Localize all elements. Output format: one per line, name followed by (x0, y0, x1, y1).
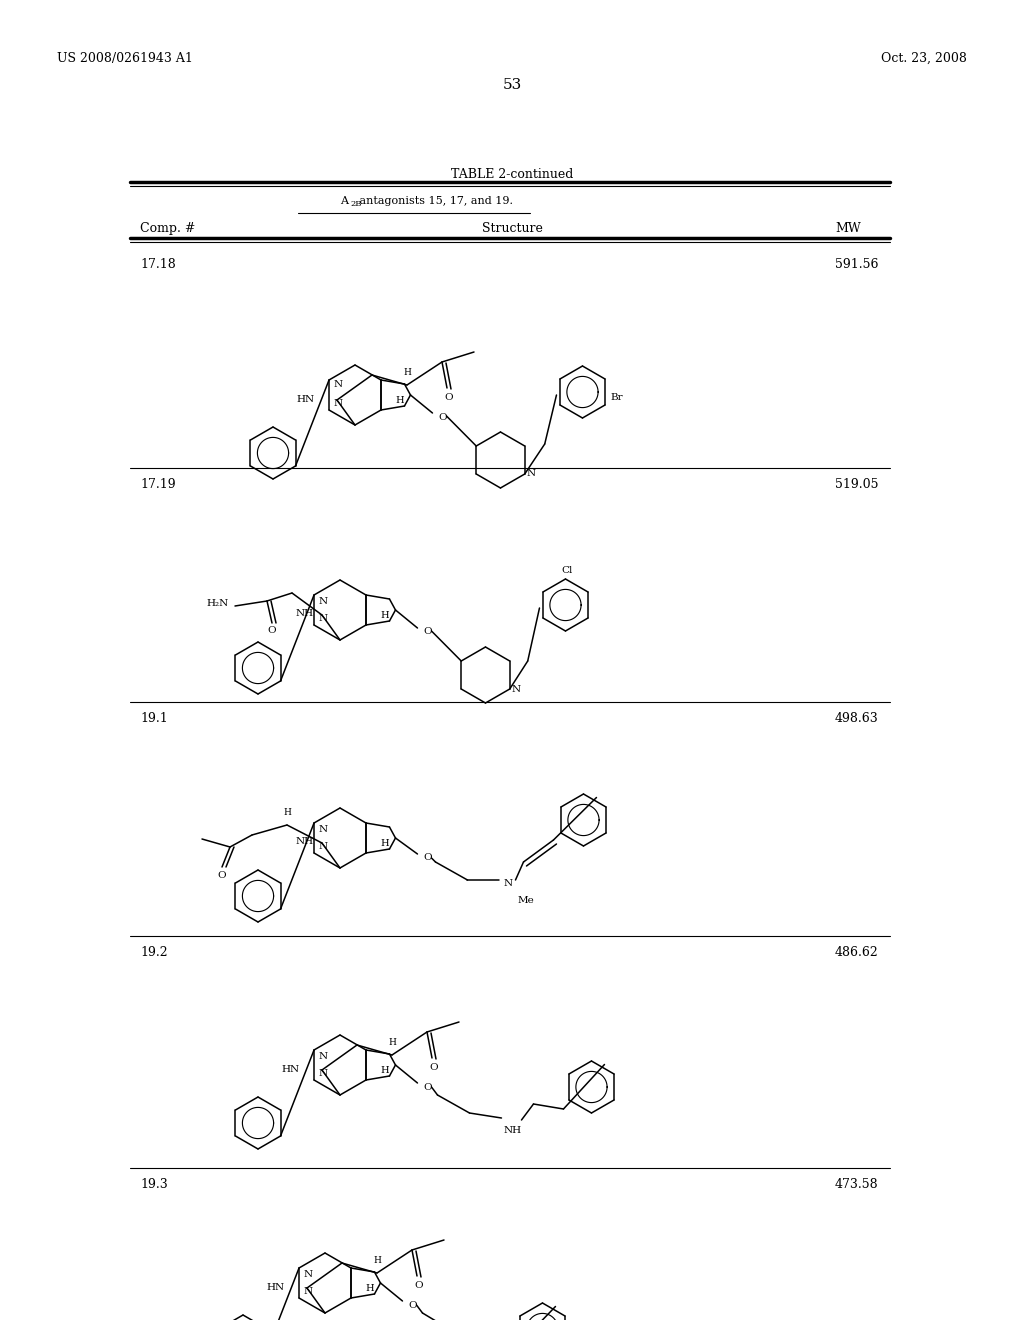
Text: O: O (424, 854, 432, 862)
Text: 486.62: 486.62 (835, 946, 879, 960)
Text: H: H (395, 396, 403, 405)
Text: Cl: Cl (562, 566, 573, 576)
Text: H: H (373, 1257, 381, 1265)
Text: O: O (444, 393, 454, 403)
Text: 473.58: 473.58 (835, 1177, 879, 1191)
Text: H: H (283, 808, 291, 817)
Text: 17.18: 17.18 (140, 257, 176, 271)
Text: O: O (415, 1280, 423, 1290)
Text: 17.19: 17.19 (140, 478, 176, 491)
Text: HN: HN (297, 396, 315, 404)
Text: MW: MW (835, 222, 861, 235)
Text: O: O (430, 1063, 438, 1072)
Text: H: H (403, 368, 411, 378)
Text: N: N (526, 470, 536, 479)
Text: 19.3: 19.3 (140, 1177, 168, 1191)
Text: HN: HN (267, 1283, 285, 1292)
Text: 591.56: 591.56 (835, 257, 879, 271)
Text: 19.1: 19.1 (140, 711, 168, 725)
Text: H: H (380, 611, 389, 620)
Text: N: N (318, 1069, 327, 1078)
Text: O: O (424, 1082, 432, 1092)
Text: N: N (318, 825, 327, 834)
Text: N: N (303, 1287, 312, 1296)
Text: 53: 53 (503, 78, 521, 92)
Text: TABLE 2-continued: TABLE 2-continued (451, 168, 573, 181)
Text: O: O (409, 1300, 417, 1309)
Text: 19.2: 19.2 (140, 946, 168, 960)
Text: N: N (333, 399, 342, 408)
Text: O: O (267, 626, 276, 635)
Text: Comp. #: Comp. # (140, 222, 196, 235)
Text: H: H (380, 1067, 389, 1074)
Text: Structure: Structure (481, 222, 543, 235)
Text: N: N (504, 879, 513, 887)
Text: HN: HN (282, 1065, 300, 1074)
Text: N: N (318, 614, 327, 623)
Text: O: O (424, 627, 432, 636)
Text: O: O (438, 412, 447, 421)
Text: NH: NH (504, 1126, 521, 1135)
Text: N: N (318, 1052, 327, 1061)
Text: H: H (388, 1038, 396, 1047)
Text: antagonists 15, 17, and 19.: antagonists 15, 17, and 19. (356, 195, 513, 206)
Text: H₂N: H₂N (207, 599, 229, 609)
Text: NH: NH (296, 837, 314, 846)
Text: H: H (366, 1284, 374, 1294)
Text: NH: NH (296, 609, 314, 618)
Text: N: N (512, 685, 521, 693)
Text: O: O (218, 871, 226, 880)
Text: N: N (303, 1270, 312, 1279)
Text: 519.05: 519.05 (835, 478, 879, 491)
Text: A: A (340, 195, 348, 206)
Text: 2B: 2B (350, 201, 361, 209)
Text: Br: Br (610, 392, 624, 401)
Text: H: H (380, 840, 389, 847)
Text: N: N (333, 380, 342, 389)
Text: 498.63: 498.63 (835, 711, 879, 725)
Text: N: N (318, 597, 327, 606)
Text: N: N (318, 842, 327, 851)
Text: US 2008/0261943 A1: US 2008/0261943 A1 (57, 51, 193, 65)
Text: Oct. 23, 2008: Oct. 23, 2008 (881, 51, 967, 65)
Text: Me: Me (517, 896, 535, 906)
